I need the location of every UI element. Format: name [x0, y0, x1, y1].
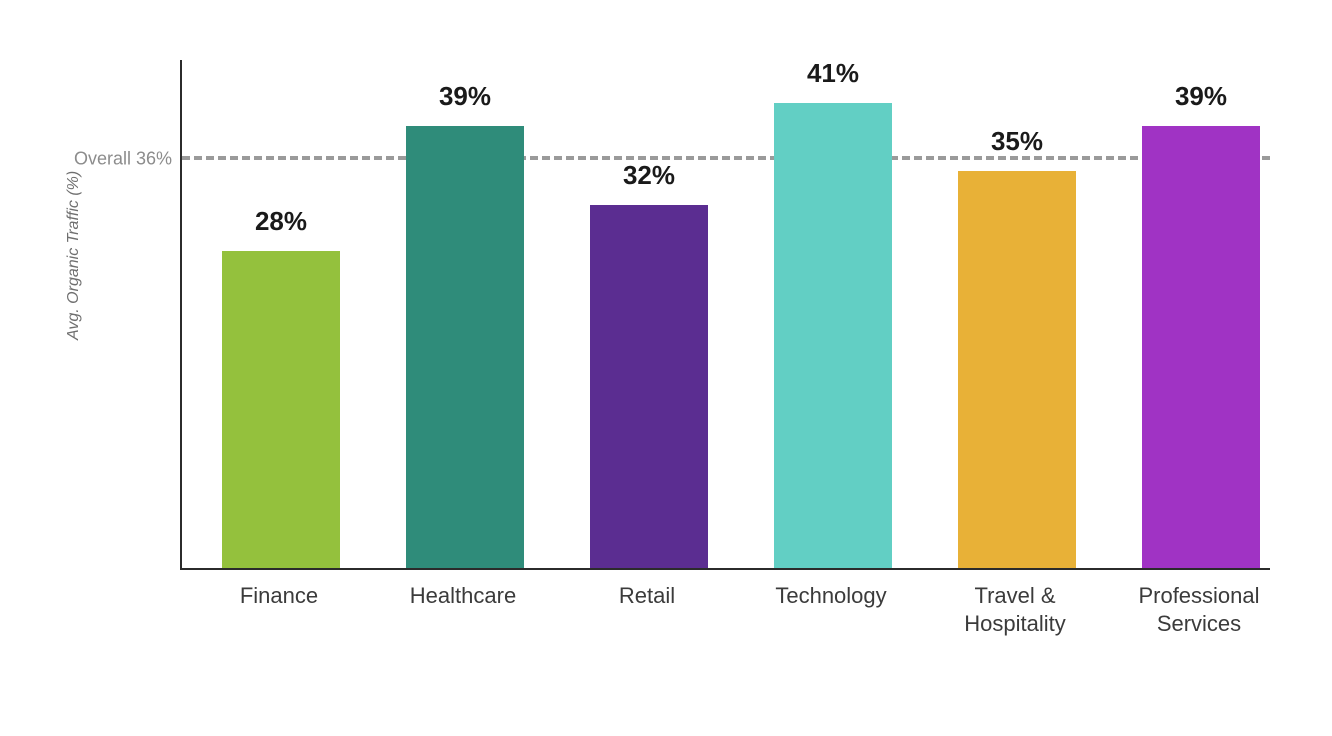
bars-container: 28% 39% 32% 41% 35% 39% — [182, 60, 1270, 568]
bar: 39% — [1142, 126, 1260, 568]
bar-value-label: 39% — [439, 81, 491, 126]
bar: 28% — [222, 251, 340, 568]
category-label: Finance — [184, 582, 374, 610]
x-axis-labels: FinanceHealthcareRetailTechnologyTravel … — [180, 582, 1270, 662]
traffic-bar-chart: Avg. Organic Traffic (%) Overall 36% 28%… — [120, 60, 1280, 680]
category-label: Technology — [736, 582, 926, 610]
bar-value-label: 39% — [1175, 81, 1227, 126]
category-label: Retail — [552, 582, 742, 610]
bar: 41% — [774, 103, 892, 568]
bar-value-label: 28% — [255, 206, 307, 251]
reference-line-label: Overall 36% — [74, 148, 182, 169]
category-label: ProfessionalServices — [1104, 582, 1294, 637]
bar: 32% — [590, 205, 708, 568]
category-label: Healthcare — [368, 582, 558, 610]
bar: 39% — [406, 126, 524, 568]
bar-value-label: 41% — [807, 58, 859, 103]
plot-area: Overall 36% 28%39%32%41%35%39% — [180, 60, 1270, 570]
bar-value-label: 32% — [623, 160, 675, 205]
category-label: Travel &Hospitality — [920, 582, 1110, 637]
bar-value-label: 35% — [991, 126, 1043, 171]
bar: 35% — [958, 171, 1076, 568]
y-axis-label: Avg. Organic Traffic (%) — [65, 171, 83, 340]
